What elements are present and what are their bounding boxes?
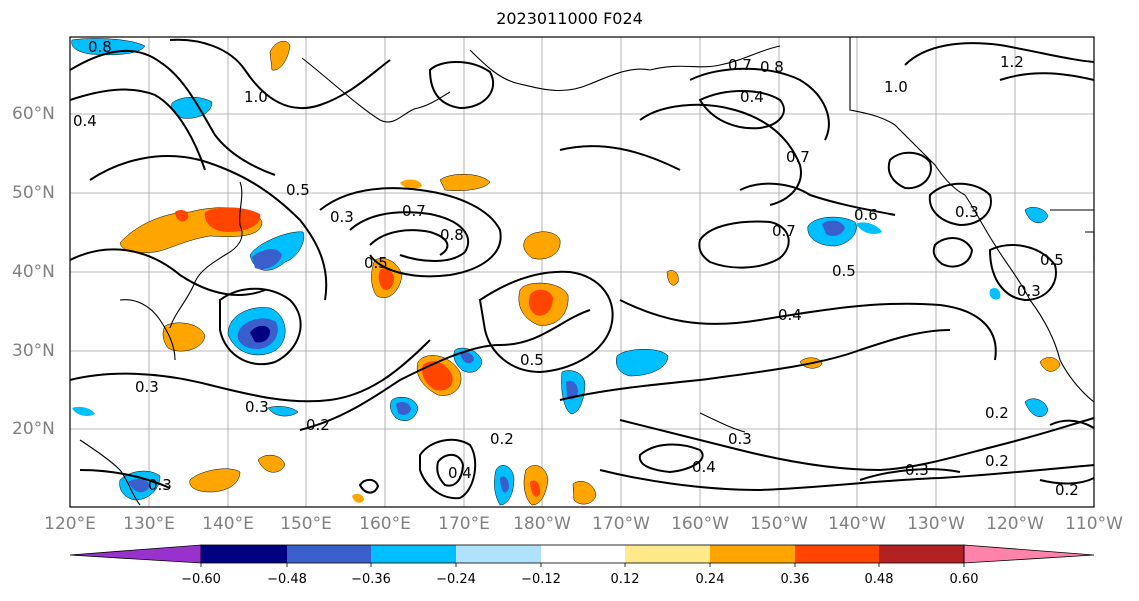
lon-label: 150°W [750, 514, 808, 534]
colorbar-tick-label: 0.36 [780, 572, 810, 587]
lon-label: 170°W [592, 514, 650, 534]
contour-label: 0.7 [786, 148, 810, 166]
contour-label: 1.0 [244, 88, 268, 106]
contour-label: 1.2 [1000, 53, 1024, 71]
lat-label: 50°N [12, 183, 55, 203]
contour-label: 0.5 [1040, 251, 1064, 269]
contour-label: 0.3 [135, 378, 159, 396]
contour-label: 0.7 [772, 222, 796, 240]
colorbar-tick-label: −0.24 [436, 572, 476, 587]
map-title: 2023011000 F024 [496, 9, 643, 28]
contour-label: 0.4 [692, 458, 716, 476]
colorbar-tick-label: 0.48 [864, 572, 894, 587]
lon-label: 160°E [359, 514, 411, 534]
lon-label: 180°W [513, 514, 571, 534]
colorbar-bin [541, 545, 625, 563]
contour-label: 0.7 [402, 202, 426, 220]
lon-label: 130°W [907, 514, 965, 534]
colorbar-tick-label: −0.12 [521, 572, 561, 587]
colorbar-bin [795, 545, 879, 563]
contour-label: 0.2 [490, 430, 514, 448]
contour-label: 0.6 [854, 206, 878, 224]
contour-label: 0.4 [448, 464, 472, 482]
contour-label: 0.3 [728, 430, 752, 448]
lon-label: 160°W [671, 514, 729, 534]
contour-label: 0.3 [1017, 282, 1041, 300]
contour-lines [69, 38, 1095, 500]
contour-label: 0.4 [778, 306, 802, 324]
contour-label: 0.7 [728, 56, 752, 74]
contour-label: 0.3 [955, 203, 979, 221]
contour-label: 0.4 [73, 112, 97, 130]
contour-label: 0.5 [364, 254, 388, 272]
colorbar-tick-label: −0.60 [181, 572, 221, 587]
colorbar-bin [456, 545, 541, 563]
colorbar-extend-low [69, 544, 202, 564]
colorbar-extend-high [963, 544, 1095, 564]
map-border [69, 36, 1095, 508]
colorbar-tick-label: 0.12 [610, 572, 640, 587]
contour-label: 0.3 [148, 476, 172, 494]
contour-label: 0.5 [286, 181, 310, 199]
colorbar-bin [710, 545, 795, 563]
contour-label: 0.5 [520, 351, 544, 369]
contour-label: 0.3 [245, 398, 269, 416]
contour-label: 0.8 [760, 58, 784, 76]
colorbar-bin [371, 545, 456, 563]
lon-label: 140°E [202, 514, 254, 534]
lon-label: 120°W [986, 514, 1044, 534]
colorbar-bin [287, 545, 371, 563]
contour-label: 0.2 [306, 416, 330, 434]
colorbar-tick-label: −0.36 [351, 572, 391, 587]
contour-label: 1.0 [884, 78, 908, 96]
colorbar [69, 544, 1095, 567]
contour-label: 0.4 [740, 88, 764, 106]
contour-label: 0.2 [985, 404, 1009, 422]
lat-label: 60°N [12, 104, 55, 124]
lon-label: 150°E [280, 514, 332, 534]
colorbar-bin [625, 545, 710, 563]
colorbar-tick-label: 0.60 [949, 572, 979, 587]
colorbar-bin [201, 545, 287, 563]
colorbar-tick-label: 0.24 [695, 572, 725, 587]
contour-label: 0.8 [440, 226, 464, 244]
lon-label: 120°E [44, 514, 96, 534]
lon-label: 130°E [123, 514, 175, 534]
lat-label: 40°N [12, 262, 55, 282]
contour-label: 0.8 [88, 38, 112, 56]
colorbar-tick-label: −0.48 [267, 572, 307, 587]
lat-label: 30°N [12, 341, 55, 361]
lon-label: 170°E [438, 514, 490, 534]
lat-label: 20°N [12, 419, 55, 439]
contour-label: 0.2 [985, 452, 1009, 470]
contour-label: 0.5 [832, 262, 856, 280]
lon-label: 110°W [1065, 514, 1123, 534]
contour-label-group: 0.8 1.0 1.2 0.4 0.7 0.5 0.8 0.5 0.3 0.3 … [73, 38, 1079, 499]
contour-label: 0.2 [1055, 481, 1079, 499]
colorbar-bin [879, 545, 964, 563]
contour-label: 0.3 [905, 461, 929, 479]
lon-label: 140°W [828, 514, 886, 534]
contour-label: 0.3 [330, 208, 354, 226]
